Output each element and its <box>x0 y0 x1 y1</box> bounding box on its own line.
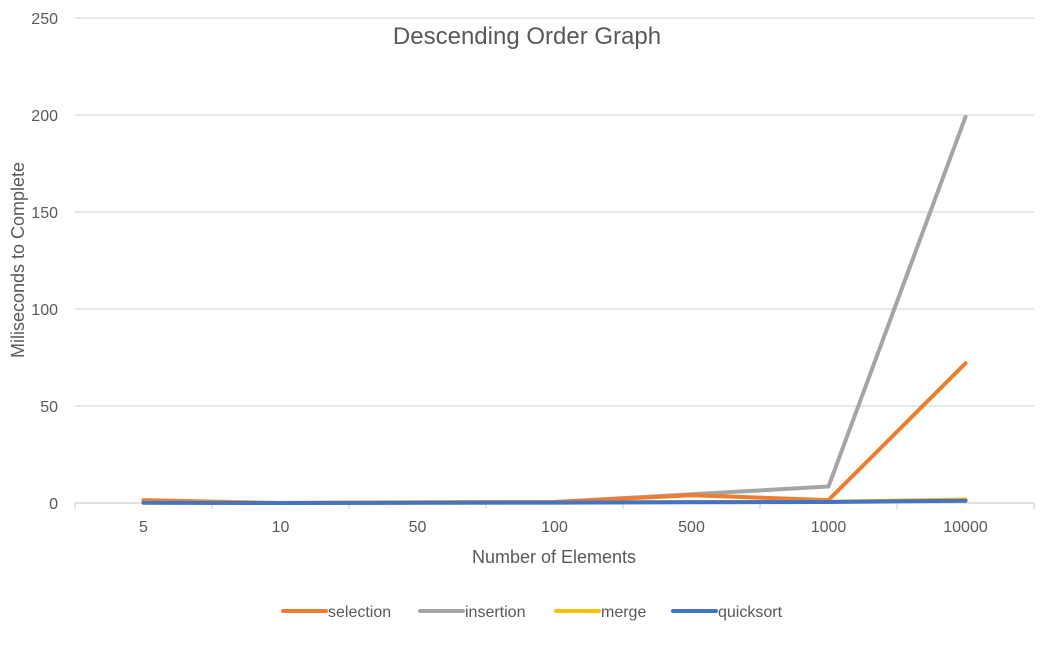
y-tick-label: 200 <box>31 108 58 125</box>
axes: 0 50 100 150 200 250 5 10 50 100 500 1000 10000 <box>31 11 1035 536</box>
gridlines <box>75 17 1034 407</box>
x-tick-label: 50 <box>409 519 427 536</box>
legend: selection insertion merge quicksort <box>281 604 783 621</box>
series-line-quicksort <box>141 498 968 505</box>
x-tick-label: 1000 <box>811 519 847 536</box>
x-tick-label: 500 <box>678 519 705 536</box>
y-tick-label: 250 <box>31 11 58 28</box>
legend-label-merge: merge <box>601 604 646 621</box>
chart-title: Descending Order Graph <box>393 23 661 50</box>
x-axis-title: Number of Elements <box>472 547 636 567</box>
x-tick-label: 100 <box>541 519 568 536</box>
labels: Descending Order Graph Number of Element… <box>8 23 661 567</box>
x-tick-label: 5 <box>139 519 148 536</box>
y-tick-label: 150 <box>31 205 58 222</box>
y-axis-title: Miliseconds to Complete <box>8 162 28 358</box>
legend-label-quicksort: quicksort <box>718 604 783 621</box>
series-lines <box>141 114 968 505</box>
x-tick-label: 10 <box>272 519 290 536</box>
legend-label-insertion: insertion <box>465 604 525 621</box>
y-tick-label: 0 <box>49 496 58 513</box>
y-tick-label: 100 <box>31 302 58 319</box>
x-tick-label: 10000 <box>943 519 988 536</box>
series-line-selection <box>141 361 968 505</box>
y-tick-label: 50 <box>40 399 58 416</box>
legend-label-selection: selection <box>328 604 391 621</box>
series-line-insertion <box>141 114 968 505</box>
